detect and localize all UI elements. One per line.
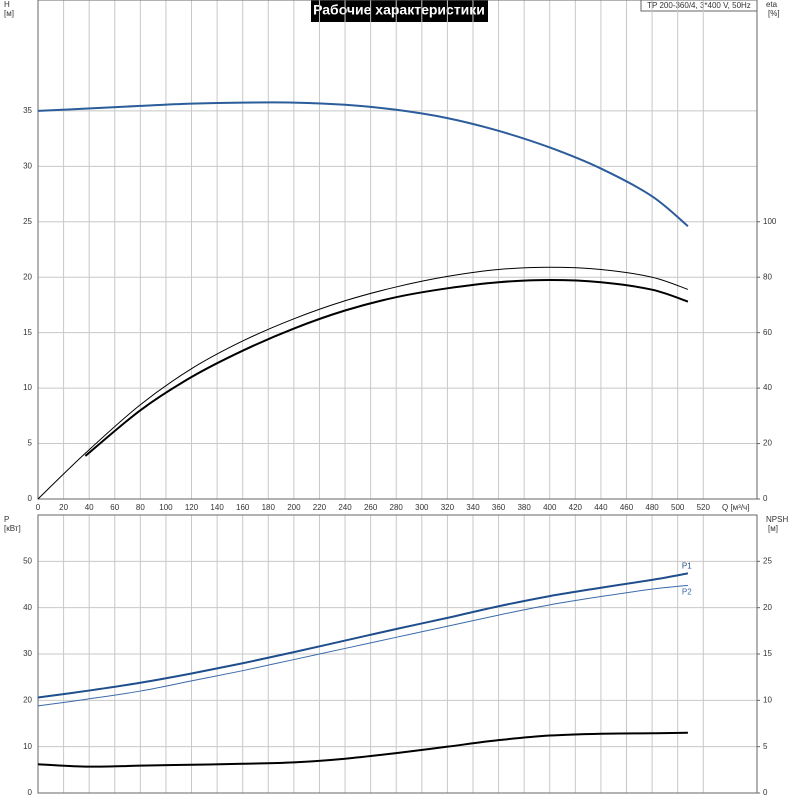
curve: [37, 572, 689, 699]
x-tick-label: 480: [645, 503, 659, 512]
title-box: [311, 0, 488, 22]
y2-tick-label: 15: [763, 649, 772, 658]
legend-label: P2: [682, 588, 692, 597]
y-tick-label: 0: [28, 494, 33, 503]
y-tick-label: 0: [28, 788, 33, 797]
x-tick-label: 100: [159, 503, 173, 512]
x-tick-label: 280: [390, 503, 404, 512]
x-tick-label: 420: [569, 503, 583, 512]
x-tick-label: 520: [697, 503, 711, 512]
x-tick-label: 400: [543, 503, 557, 512]
plot-frame: [37, 0, 758, 500]
y2-axis-unit: [%]: [768, 9, 780, 18]
y-tick-label: 20: [23, 695, 32, 704]
x-tick-label: 500: [671, 503, 685, 512]
model: TP 200-360/4, 3*400 V, 50Hz: [647, 1, 751, 10]
x-axis-label: Q [м³/ч]: [722, 503, 749, 512]
y2-tick-label: 5: [763, 742, 768, 751]
y2-tick-label: 40: [763, 383, 772, 392]
y-tick-label: 30: [23, 161, 32, 170]
y-tick-label: 25: [23, 217, 32, 226]
x-tick-label: 240: [338, 503, 352, 512]
plot-frame: [37, 514, 758, 794]
legend-label: P1: [682, 561, 692, 570]
y2-tick-label: 25: [763, 556, 772, 565]
y-tick-label: 5: [28, 439, 33, 448]
x-tick-label: 440: [594, 503, 608, 512]
y-axis-unit: [кВт]: [4, 524, 21, 533]
y2-tick-label: 20: [763, 439, 772, 448]
y2-tick-label: 0: [763, 494, 768, 503]
y-tick-label: 15: [23, 328, 32, 337]
x-tick-label: 20: [59, 503, 68, 512]
y-axis-unit: [м]: [4, 9, 14, 18]
curve: [37, 731, 688, 768]
x-tick-label: 320: [441, 503, 455, 512]
y-tick-label: 40: [23, 603, 32, 612]
y2-tick-label: 10: [763, 695, 772, 704]
x-tick-label: 120: [185, 503, 199, 512]
x-tick-label: 260: [364, 503, 378, 512]
y2-tick-label: 20: [763, 603, 772, 612]
x-tick-label: 360: [492, 503, 506, 512]
y-tick-label: 30: [23, 649, 32, 658]
x-tick-label: 60: [110, 503, 119, 512]
x-tick-label: 140: [210, 503, 224, 512]
y-axis-label: H: [4, 0, 10, 9]
x-tick-label: 340: [466, 503, 480, 512]
y-tick-label: 10: [23, 383, 32, 392]
x-tick-label: 460: [620, 503, 634, 512]
title: Рабочие характеристики: [313, 2, 485, 18]
y-tick-label: 20: [23, 272, 32, 281]
y2-axis-label: eta: [766, 0, 778, 9]
curve: [37, 101, 689, 227]
y2-axis-unit: [м]: [768, 524, 778, 533]
y2-tick-label: 100: [763, 217, 777, 226]
x-tick-label: 380: [517, 503, 531, 512]
curve: [84, 278, 689, 457]
y2-tick-label: 60: [763, 328, 772, 337]
y-axis-label: P: [4, 515, 9, 524]
x-tick-label: 180: [262, 503, 276, 512]
x-tick-label: 160: [236, 503, 250, 512]
y2-axis-label: NPSH: [766, 515, 788, 524]
x-tick-label: 40: [85, 503, 94, 512]
curve: [37, 266, 689, 500]
x-tick-label: 220: [313, 503, 327, 512]
x-tick-label: 200: [287, 503, 301, 512]
x-tick-label: 0: [36, 503, 41, 512]
curve: [37, 584, 688, 707]
y2-tick-label: 80: [763, 272, 772, 281]
y2-tick-label: 0: [763, 788, 768, 797]
x-tick-label: 80: [136, 503, 145, 512]
y-tick-label: 50: [23, 556, 32, 565]
y-tick-label: 10: [23, 742, 32, 751]
x-tick-label: 300: [415, 503, 429, 512]
y-tick-label: 35: [23, 106, 32, 115]
